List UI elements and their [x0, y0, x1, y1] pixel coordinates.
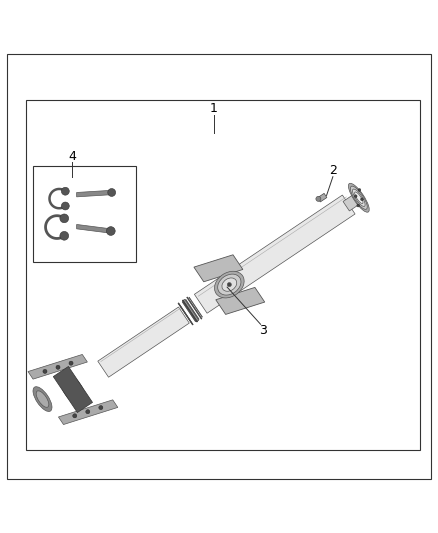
- Circle shape: [227, 282, 231, 287]
- Circle shape: [73, 414, 77, 418]
- Ellipse shape: [67, 382, 78, 397]
- Ellipse shape: [348, 183, 369, 212]
- Text: 1: 1: [210, 102, 218, 115]
- Polygon shape: [179, 304, 192, 324]
- Ellipse shape: [33, 386, 52, 411]
- Ellipse shape: [222, 278, 237, 291]
- Ellipse shape: [218, 274, 241, 295]
- Polygon shape: [77, 190, 112, 197]
- Circle shape: [358, 189, 361, 191]
- Polygon shape: [53, 367, 92, 413]
- Polygon shape: [182, 300, 198, 322]
- Ellipse shape: [355, 192, 363, 204]
- Circle shape: [56, 365, 60, 369]
- Circle shape: [43, 369, 47, 374]
- Polygon shape: [343, 191, 364, 211]
- Circle shape: [69, 361, 73, 365]
- Circle shape: [60, 214, 69, 223]
- Polygon shape: [58, 400, 118, 425]
- Polygon shape: [194, 255, 243, 282]
- Circle shape: [108, 189, 116, 197]
- Text: 4: 4: [68, 150, 76, 163]
- Ellipse shape: [350, 186, 367, 209]
- Ellipse shape: [215, 271, 244, 298]
- Polygon shape: [28, 354, 87, 379]
- Polygon shape: [189, 297, 203, 317]
- Bar: [26, 100, 420, 450]
- Polygon shape: [77, 224, 111, 233]
- Polygon shape: [182, 302, 196, 322]
- Ellipse shape: [36, 391, 49, 407]
- Polygon shape: [185, 300, 199, 319]
- Circle shape: [61, 202, 69, 210]
- Circle shape: [357, 204, 360, 207]
- Circle shape: [86, 410, 90, 414]
- Polygon shape: [98, 307, 189, 377]
- Bar: [33, 166, 136, 262]
- Circle shape: [354, 195, 357, 198]
- Polygon shape: [216, 287, 265, 314]
- Polygon shape: [187, 297, 202, 319]
- Text: 2: 2: [329, 164, 337, 176]
- Circle shape: [99, 406, 103, 410]
- Circle shape: [360, 198, 364, 200]
- Text: 3: 3: [259, 325, 267, 337]
- Ellipse shape: [60, 374, 85, 406]
- Ellipse shape: [64, 377, 82, 401]
- Circle shape: [106, 227, 115, 236]
- Circle shape: [61, 187, 69, 195]
- Polygon shape: [194, 195, 355, 313]
- Polygon shape: [183, 300, 199, 322]
- Ellipse shape: [353, 189, 365, 206]
- Polygon shape: [178, 303, 193, 325]
- Circle shape: [316, 196, 321, 201]
- Polygon shape: [318, 193, 327, 202]
- Circle shape: [60, 231, 69, 240]
